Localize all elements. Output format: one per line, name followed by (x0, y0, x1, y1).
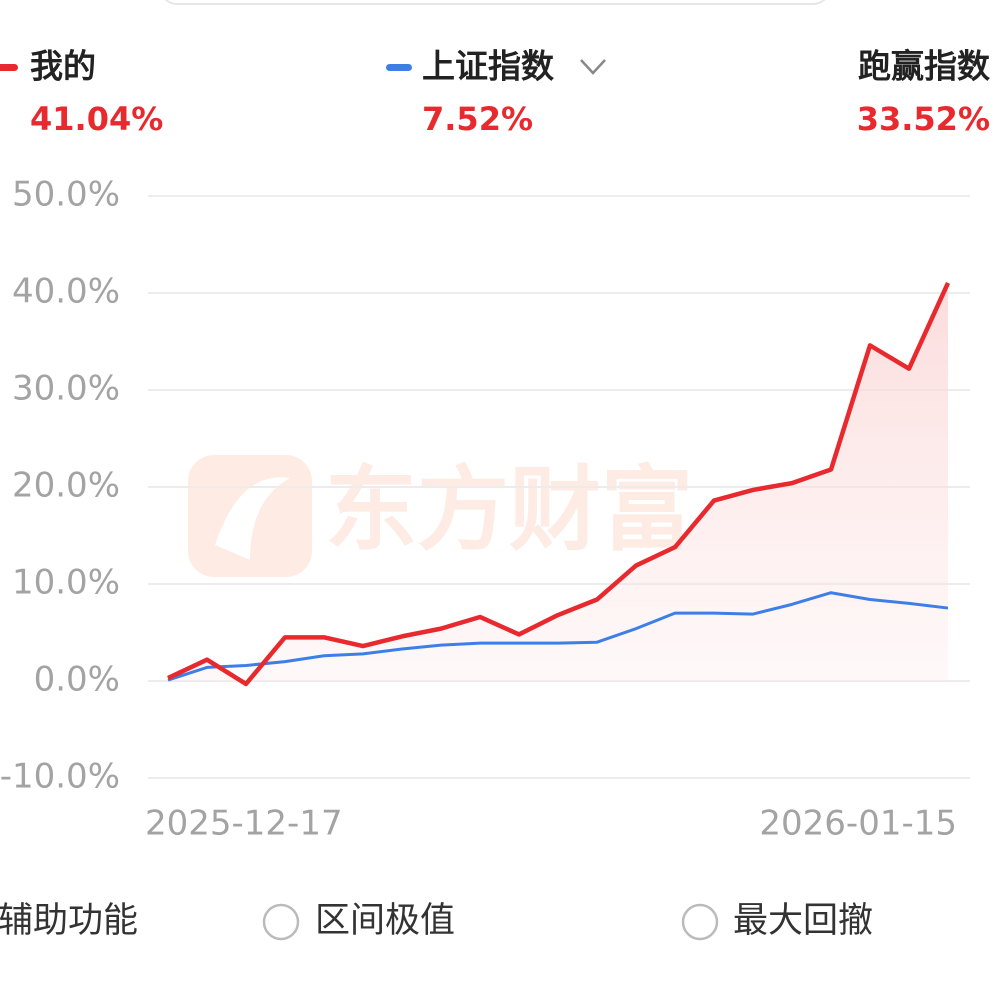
watermark-logo (188, 455, 312, 577)
x-tick-label: 2025-12-17 (145, 804, 343, 844)
line (167, 281, 951, 687)
footer: 辅助功能 区间极值 最大回撤 (0, 901, 873, 941)
plot: -10.0% 0.0% 10.0% 20.0% 30.0% 40.0% 50.0% 2025-… (0, 175, 970, 844)
header: 我的 41.04% 上证指数 7.52% 跑赢指数 33.52% (0, 47, 991, 138)
line (167, 591, 949, 682)
radio[interactable] (262, 903, 300, 941)
watermark-logo-mark (215, 477, 290, 560)
y-tick-label: -10.0% (0, 757, 120, 797)
legend-swatch (0, 64, 18, 71)
excess-label: 跑赢指数 (858, 47, 991, 86)
legend-label: 我的 (30, 47, 96, 86)
x-tick-label: 2026-01-15 (759, 804, 957, 844)
mine-return: 41.04% (30, 100, 163, 138)
legend-label[interactable]: 上证指数 (422, 47, 555, 86)
y-tick-label: 0.0% (34, 660, 120, 700)
option-label[interactable]: 辅助功能 (0, 901, 138, 941)
y-tick-label: 40.0% (12, 272, 120, 312)
top-pill (164, 0, 826, 5)
legend-swatch (386, 64, 412, 71)
dropdown-chevron[interactable] (580, 59, 606, 75)
y-tick-label: 50.0% (12, 175, 120, 215)
radio[interactable] (681, 903, 719, 941)
excess-return: 33.52% (857, 100, 990, 138)
option-label[interactable]: 最大回撤 (733, 901, 873, 941)
watermark: 东方财富 (188, 455, 693, 577)
y-tick-label: 30.0% (12, 369, 120, 409)
index-return: 7.52% (422, 100, 533, 138)
y-tick-label: 10.0% (12, 563, 120, 603)
option-label[interactable]: 区间极值 (315, 901, 455, 941)
watermark-text: 东方财富 (325, 456, 693, 563)
area (168, 282, 948, 684)
y-tick-label: 20.0% (12, 466, 120, 506)
